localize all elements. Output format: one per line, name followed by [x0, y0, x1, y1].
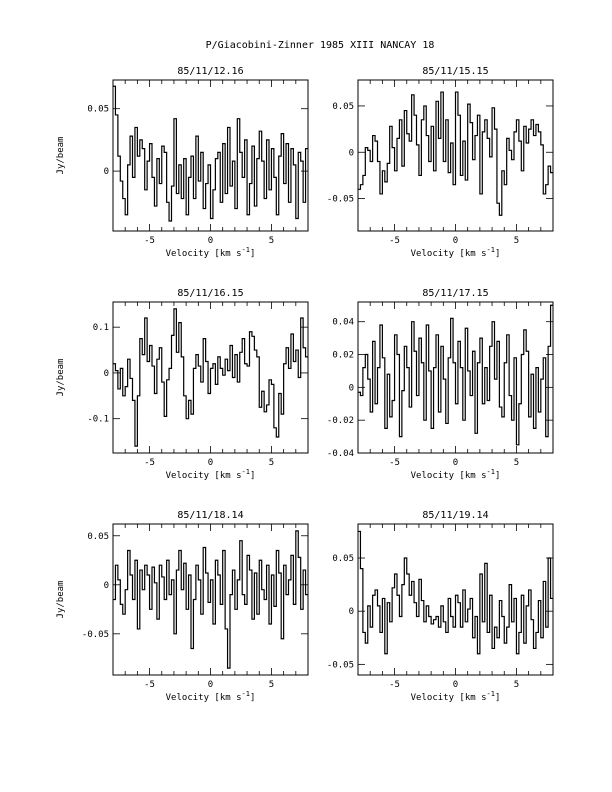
page-title: P/Giacobini-Zinner 1985 XIII NANCAY 18 [206, 40, 435, 51]
y-tick-label: -0.05 [327, 660, 354, 670]
spectrum-panel: -5 0 5 -0.04 -0.02 0 0.02 0.04 85/11/17.15 Veloci… [327, 288, 554, 481]
panel-title: 85/11/16.15 [177, 288, 243, 299]
y-tick-label: 0 [104, 167, 109, 177]
x-tick-label: -5 [389, 236, 400, 246]
spectrum-panel: -5 0 5 -0.05 0 0.05 85/11/15.15 Velocity [km s-… [327, 66, 554, 259]
panel-title: 85/11/17.15 [422, 288, 488, 299]
y-tick-label: 0 [349, 383, 354, 393]
y-axis-label: Jy/beam [56, 359, 66, 397]
x-tick-label: -5 [389, 680, 400, 690]
spectrum-panel: -5 0 5 -0.05 0 0.05 85/11/18.14 Velocity [km s-… [56, 510, 309, 703]
y-tick-label: 0.05 [332, 554, 354, 564]
panels: -5 0 5 0 0.05 85/11/12.16 Velocity [km s-1] Jy/… [56, 66, 554, 703]
x-tick-label: 0 [208, 680, 213, 690]
x-tick-label: 0 [208, 236, 213, 246]
y-tick-label: 0.04 [332, 318, 354, 328]
x-tick-label: 5 [269, 680, 274, 690]
x-axis-label: Velocity [km s-1] [166, 246, 256, 259]
spectrum-line [113, 308, 308, 447]
y-tick-label: -0.05 [327, 195, 354, 205]
x-axis-label: Velocity [km s-1] [411, 468, 501, 481]
x-tick-label: 5 [269, 458, 274, 468]
x-axis-label: Velocity [km s-1] [411, 246, 501, 259]
spectrum-line [113, 85, 308, 222]
x-tick-label: -5 [144, 236, 155, 246]
x-axis-label: Velocity [km s-1] [166, 690, 256, 703]
panel-title: 85/11/18.14 [177, 510, 243, 521]
panel-title: 85/11/12.16 [177, 66, 243, 77]
y-tick-label: -0.02 [327, 416, 354, 426]
x-axis-label: Velocity [km s-1] [411, 690, 501, 703]
spectrum-line [358, 91, 553, 216]
panel-title: 85/11/19.14 [422, 510, 488, 521]
x-tick-label: 0 [208, 458, 213, 468]
spectrum-line [113, 530, 308, 669]
y-tick-label: 0.02 [332, 351, 354, 361]
y-tick-label: -0.04 [327, 449, 354, 459]
x-axis-label: Velocity [km s-1] [166, 468, 256, 481]
x-tick-label: 5 [514, 458, 519, 468]
x-tick-label: 5 [514, 680, 519, 690]
spectrum-panel: -5 0 5 0 0.05 85/11/12.16 Velocity [km s-1] Jy/… [56, 66, 309, 259]
y-tick-label: 0.1 [93, 323, 109, 333]
x-tick-label: 0 [453, 680, 458, 690]
spectrum-line [358, 530, 553, 655]
y-tick-label: 0 [349, 607, 354, 617]
spectrum-panel: -5 0 5 -0.05 0 0.05 85/11/19.14 Velocity [km s-… [327, 510, 554, 703]
y-tick-label: 0.05 [87, 532, 109, 542]
x-tick-label: -5 [389, 458, 400, 468]
x-tick-label: 5 [269, 236, 274, 246]
y-axis-label: Jy/beam [56, 581, 66, 619]
y-tick-label: -0.1 [87, 415, 109, 425]
x-tick-label: 0 [453, 236, 458, 246]
y-tick-label: 0 [349, 148, 354, 158]
panel-title: 85/11/15.15 [422, 66, 488, 77]
y-tick-label: 0 [104, 369, 109, 379]
spectrum-panel: -5 0 5 -0.1 0 0.1 85/11/16.15 Velocity [km s-1]… [56, 288, 309, 481]
y-tick-label: 0.05 [87, 105, 109, 115]
y-tick-label: 0 [104, 581, 109, 591]
x-tick-label: 0 [453, 458, 458, 468]
y-axis-label: Jy/beam [56, 137, 66, 175]
spectrum-line [358, 304, 553, 446]
y-tick-label: 0.05 [332, 102, 354, 112]
x-tick-label: -5 [144, 458, 155, 468]
y-tick-label: -0.05 [82, 630, 109, 640]
x-tick-label: -5 [144, 680, 155, 690]
x-tick-label: 5 [514, 236, 519, 246]
